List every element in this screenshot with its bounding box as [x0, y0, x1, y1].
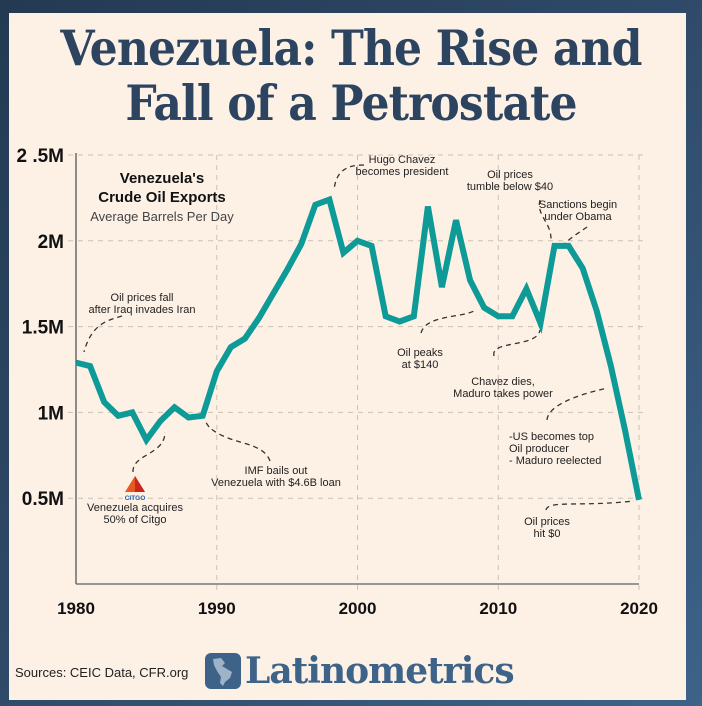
annotation-line: Oil peaks [397, 347, 443, 359]
annotation-label: Chavez dies, Maduro takes power [453, 376, 553, 400]
svg-text:CITGO: CITGO [125, 495, 146, 502]
y-tick-label: 1M [38, 403, 64, 424]
annotation-line: - Maduro reelected [509, 455, 601, 467]
annotation-line: Maduro takes power [453, 388, 553, 400]
y-tick-label: 2 .5M [16, 146, 64, 167]
page-title-line-1: Venezuela: The Rise and [60, 19, 642, 77]
x-tick-label: 2010 [479, 599, 517, 618]
annotation-label: Oil prices hit $0 [524, 516, 570, 540]
infographic-card [9, 13, 686, 700]
annotation-arrow [333, 164, 365, 191]
y-tick-label: 0.5M [22, 489, 64, 510]
annotation-arrow [563, 226, 588, 245]
annotation-line: 50% of Citgo [104, 514, 167, 526]
annotation-label: Sanctions begin under Obama [539, 199, 617, 223]
chart-title-block: Venezuela's Crude Oil Exports Average Ba… [90, 170, 234, 224]
annotation-line: hit $0 [534, 528, 561, 540]
annotation-line: -US becomes top [509, 431, 594, 443]
page-title-line-2: Fall of a Petrostate [125, 74, 577, 132]
annotation-label: Venezuela acquires 50% of Citgo [87, 502, 184, 526]
x-tick-label: 1990 [198, 599, 236, 618]
annotation-arrows [83, 164, 635, 511]
chart-subtitle: Average Barrels Per Day [90, 209, 234, 224]
annotation-line: IMF bails out [245, 465, 308, 477]
annotation-arrow [132, 431, 166, 473]
annotation-line: becomes president [356, 166, 449, 178]
annotation-label: -US becomes top Oil producer - Maduro reel… [509, 431, 601, 467]
latin-america-map-icon [205, 653, 241, 689]
x-tick-label: 2020 [620, 599, 658, 618]
annotation-layer: Oil prices fall after Iraq invades Iran Ve… [87, 154, 617, 540]
y-tick-label: 1.5M [22, 318, 64, 339]
annotation-line: Venezuela acquires [87, 502, 184, 514]
annotation-line: Hugo Chavez [369, 154, 436, 166]
annotation-arrow [204, 420, 271, 462]
annotation-label: Oil prices tumble below $40 [467, 169, 553, 193]
annotation-line: at $140 [402, 359, 439, 371]
annotation-line: Oil prices [524, 516, 570, 528]
annotation-arrow [420, 310, 475, 334]
annotation-line: Chavez dies, [471, 376, 535, 388]
axis-layer: 0.5M 1M 1.5M 2M 2 .5M 1980 1990 2000 2010 2020 [16, 146, 657, 618]
x-tick-label: 1980 [57, 599, 95, 618]
brand-name: Latinometrics [245, 650, 515, 692]
annotation-arrow [83, 315, 123, 353]
annotation-label: Hugo Chavez becomes president [356, 154, 449, 178]
annotation-label: Oil peaks at $140 [397, 347, 443, 371]
annotation-arrow [545, 500, 635, 511]
annotation-line: Oil prices [487, 169, 533, 181]
annotation-line: Venezuela with $4.6B loan [211, 477, 341, 489]
citgo-logo-icon: CITGO [125, 476, 146, 502]
annotation-label: IMF bails out Venezuela with $4.6B loan [211, 465, 341, 489]
annotation-line: under Obama [544, 211, 612, 223]
annotation-label: Oil prices fall after Iraq invades Iran [88, 292, 195, 316]
annotation-arrow [546, 387, 609, 421]
annotation-line: Oil producer [509, 443, 569, 455]
sources-note: Sources: CEIC Data, CFR.org [15, 665, 189, 680]
x-tick-label: 2000 [339, 599, 377, 618]
annotation-line: after Iraq invades Iran [88, 304, 195, 316]
brand-logo: Latinometrics [205, 650, 515, 692]
grid-layer [68, 154, 643, 592]
annotation-line: Sanctions begin [539, 199, 617, 211]
annotation-line: tumble below $40 [467, 181, 553, 193]
chart-title-line-2: Crude Oil Exports [98, 189, 226, 206]
y-tick-label: 2M [38, 232, 64, 253]
annotation-arrow [538, 199, 552, 240]
annotation-line: Oil prices fall [111, 292, 174, 304]
chart-title-line-1: Venezuela's [120, 170, 204, 187]
annotation-arrow [493, 329, 541, 357]
series-layer [75, 195, 642, 501]
